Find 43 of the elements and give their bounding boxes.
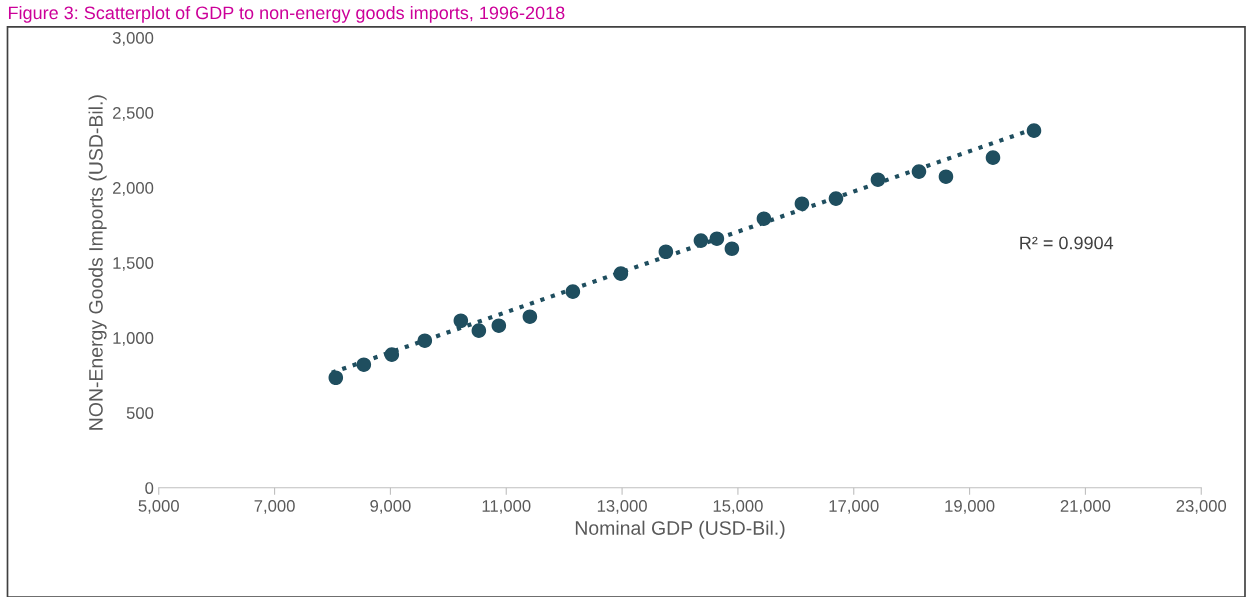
point <box>522 309 538 324</box>
y-axis-title: NON-Energy Goods Imports (USD-Bil.) <box>88 95 107 430</box>
x-tick-label: 11,000 <box>482 499 531 514</box>
point <box>417 333 433 348</box>
point <box>794 196 810 211</box>
point <box>938 169 954 184</box>
y-tick-label: 1,500 <box>113 257 154 271</box>
point <box>724 241 740 257</box>
point <box>870 172 886 187</box>
point <box>1026 123 1042 138</box>
y-tick-label: 2,000 <box>113 182 154 196</box>
point <box>756 211 772 226</box>
point <box>693 233 709 248</box>
point <box>613 266 629 281</box>
x-axis-title: Nominal GDP (USD-Bil.) <box>575 520 785 539</box>
x-tick-label: 5,000 <box>138 499 179 514</box>
x-tick-label: 15,000 <box>713 499 763 514</box>
point <box>828 191 844 206</box>
x-tick-label: 17,000 <box>829 499 879 514</box>
x-tick-label: 19,000 <box>945 499 995 514</box>
point <box>328 370 344 386</box>
point <box>658 244 674 260</box>
chart-title: Figure 3: Scatterplot of GDP to non-energy goods imports, 1996-2018 <box>8 5 565 23</box>
x-tick-label: 13,000 <box>597 499 647 514</box>
point <box>356 357 372 372</box>
x-tick-label: 23,000 <box>1176 499 1227 514</box>
y-tick-label: 0 <box>145 482 154 494</box>
point <box>565 284 581 299</box>
point <box>384 347 400 362</box>
point <box>491 318 507 333</box>
y-tick-label: 500 <box>126 407 154 419</box>
point <box>985 150 1001 165</box>
point <box>453 313 469 329</box>
point <box>471 323 487 338</box>
y-tick-label: 3,000 <box>112 32 154 46</box>
point <box>709 231 725 246</box>
annotation: R² = 0.9904 <box>1020 236 1114 250</box>
point <box>911 164 927 179</box>
x-tick-label: 9,000 <box>370 499 411 514</box>
y-tick-label: 1,000 <box>113 332 154 346</box>
x-tick-label: 21,000 <box>1060 499 1111 514</box>
y-tick-label: 2,500 <box>113 107 154 121</box>
x-tick-label: 7,000 <box>254 499 295 514</box>
